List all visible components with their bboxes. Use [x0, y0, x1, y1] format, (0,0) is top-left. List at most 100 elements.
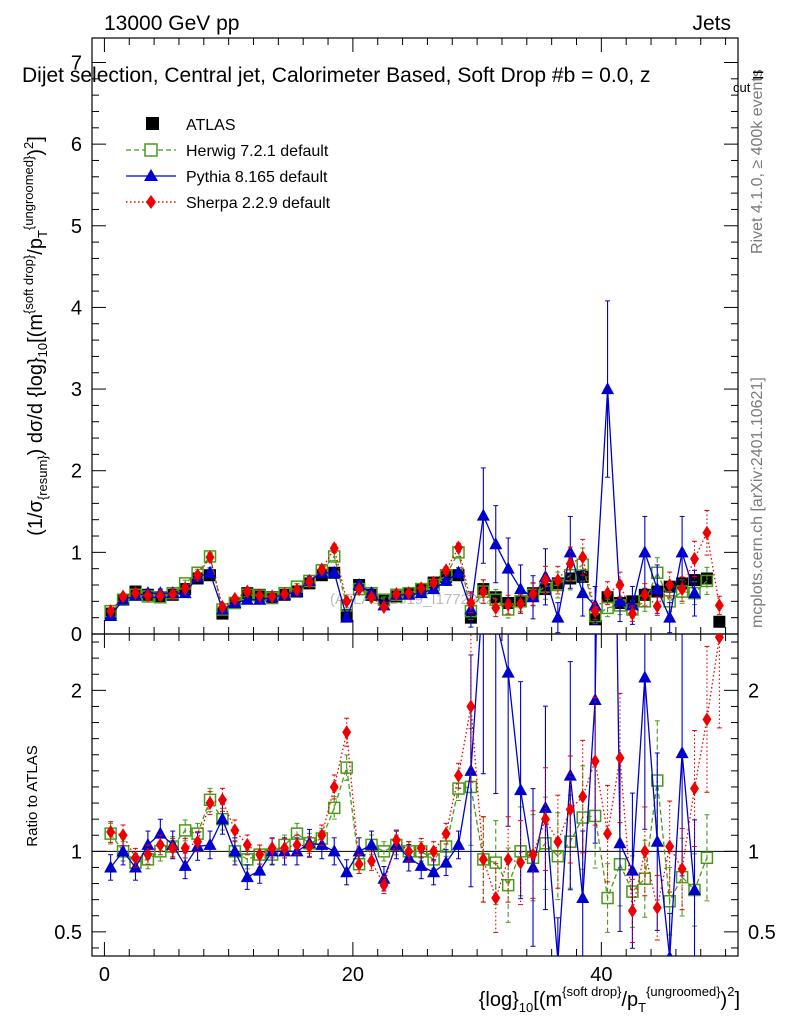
main-point-pythia	[240, 592, 254, 605]
main-point-pythia	[501, 561, 515, 574]
ratio-point-sherpa	[155, 837, 165, 852]
ratio-point-herwig	[452, 782, 465, 795]
main-y-tick-label: 1	[71, 542, 82, 564]
ratio-y-tick-label-right: 0.5	[748, 922, 776, 944]
ratio-point-sherpa	[429, 844, 439, 859]
main-y-tick-label: 2	[71, 461, 82, 483]
ratio-point-sherpa	[615, 750, 625, 765]
legend-marker-pythia	[144, 169, 158, 181]
main-point-pythia	[327, 565, 341, 578]
ratio-point-pythia	[638, 670, 652, 683]
main-point-sherpa	[665, 578, 675, 593]
ratio-line-herwig	[110, 767, 708, 904]
ratio-point-sherpa	[453, 768, 463, 783]
main-y-tick-label: 3	[71, 379, 82, 401]
main-point-sherpa	[503, 597, 513, 612]
main-point-sherpa	[714, 598, 724, 613]
main-point-sherpa	[180, 581, 190, 596]
main-series-layer	[104, 300, 726, 634]
x-tick-label: 40	[590, 964, 612, 986]
ratio-point-sherpa	[391, 833, 401, 848]
x-tick-label: 20	[342, 964, 364, 986]
ratio-point-sherpa	[640, 844, 650, 859]
ratio-point-pythia	[613, 836, 627, 849]
main-point-sherpa	[354, 582, 364, 597]
main-y-tick-label: 4	[71, 297, 82, 319]
main-point-sherpa	[615, 578, 625, 593]
main-point-sherpa	[292, 582, 302, 597]
ratio-line-sherpa	[110, 637, 721, 912]
ratio-point-pythia	[253, 863, 267, 876]
ratio-frame	[91, 633, 739, 957]
ratio-point-sherpa	[690, 781, 700, 796]
main-point-sherpa	[143, 588, 153, 603]
main-point-sherpa	[553, 573, 563, 588]
ratio-point-sherpa	[255, 847, 265, 862]
main-point-pythia	[514, 582, 528, 595]
ratio-y-tick-label-right: 1	[748, 841, 759, 863]
ratio-point-pythia	[327, 844, 341, 857]
ratio-point-sherpa	[540, 812, 550, 827]
ratio-point-sherpa	[578, 789, 588, 804]
ratio-y-tick-label: 2	[71, 680, 82, 702]
ratio-point-pythia	[427, 865, 441, 878]
legend-label-herwig: Herwig 7.2.1 default	[186, 143, 329, 160]
ratio-point-sherpa	[603, 826, 613, 841]
ratio-point-pythia	[556, 953, 560, 956]
main-point-sherpa	[404, 586, 414, 601]
ratio-point-sherpa	[217, 792, 227, 807]
ratio-point-sherpa	[193, 834, 203, 849]
main-point-sherpa	[379, 600, 389, 615]
ratio-point-sherpa	[404, 844, 414, 859]
ratio-point-sherpa	[230, 823, 240, 838]
main-point-sherpa	[640, 587, 650, 602]
main-point-sherpa	[528, 586, 538, 601]
main-point-sherpa	[652, 599, 662, 614]
subtitle-equals: =	[752, 64, 764, 87]
main-y-tick-label: 6	[71, 134, 82, 156]
main-point-sherpa	[367, 590, 377, 605]
ratio-point-pythia	[365, 837, 379, 850]
ratio-point-pythia	[104, 860, 118, 873]
x-axis-label: {log}10[(m{soft drop}/pT{ungroomed})2]	[479, 984, 740, 1015]
main-point-sherpa	[677, 582, 687, 597]
main-point-pythia	[613, 594, 627, 607]
ratio-point-herwig	[377, 845, 391, 858]
main-point-pythia	[638, 545, 652, 558]
main-point-sherpa	[690, 551, 700, 566]
main-point-sherpa	[342, 594, 352, 609]
ratio-point-pythia	[215, 812, 229, 825]
main-y-tick-label: 7	[71, 52, 82, 74]
main-point-sherpa	[478, 584, 488, 599]
ratio-point-sherpa	[317, 828, 327, 843]
main-point-sherpa	[329, 541, 339, 556]
ratio-point-herwig	[551, 849, 565, 863]
main-point-sherpa	[193, 568, 203, 583]
ratio-point-sherpa	[242, 837, 252, 852]
main-point-pythia	[476, 508, 490, 521]
main-point-atlas	[713, 615, 726, 628]
main-point-pythia	[551, 610, 565, 623]
subtitle-subscript: cut	[733, 80, 751, 95]
main-point-sherpa	[230, 591, 240, 606]
ratio-point-sherpa	[130, 850, 140, 865]
ratio-point-sherpa	[342, 725, 352, 740]
main-point-pythia	[601, 382, 615, 395]
ratio-point-pythia	[128, 860, 142, 873]
ratio-point-sherpa	[441, 826, 451, 841]
ratio-point-pythia	[240, 870, 254, 883]
ratio-point-sherpa	[590, 754, 600, 769]
ratio-point-pythia	[153, 826, 167, 839]
ratio-point-pythia	[116, 844, 130, 857]
main-point-sherpa	[155, 588, 165, 603]
ratio-point-sherpa	[267, 841, 277, 856]
main-point-sherpa	[255, 588, 265, 603]
ratio-point-pythia	[588, 693, 602, 706]
main-y-tick-label: 0	[71, 624, 82, 646]
ratio-point-pythia	[688, 882, 702, 895]
main-point-sherpa	[466, 595, 476, 610]
main-point-sherpa	[168, 586, 178, 601]
ratio-point-sherpa	[329, 779, 339, 794]
ratio-point-sherpa	[665, 839, 675, 854]
